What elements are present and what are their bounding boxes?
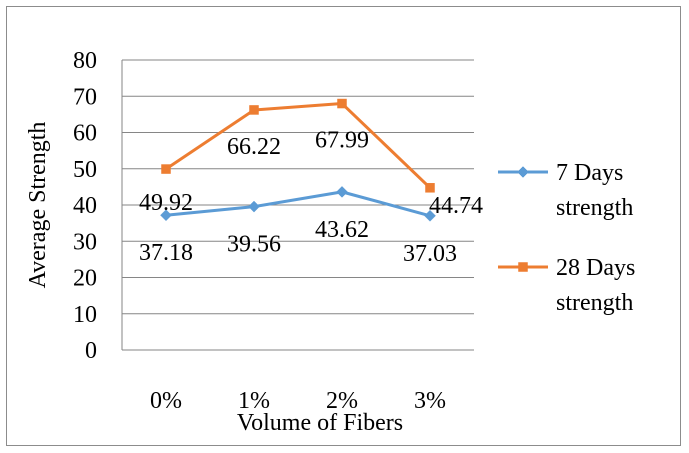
x-tick-label: 2% xyxy=(326,388,358,414)
y-tick-label: 40 xyxy=(73,193,97,219)
x-tick-labels: 0% 1% 2% 3% xyxy=(150,388,446,414)
data-point xyxy=(337,98,347,109)
data-label: 43.62 xyxy=(315,217,369,243)
x-tick-label: 0% xyxy=(150,388,182,414)
data-point xyxy=(249,105,259,115)
legend-label: 28 Days xyxy=(556,255,635,281)
series-line xyxy=(165,102,432,189)
data-label: 66.22 xyxy=(227,134,281,160)
legend: 7 Days strength 28 Days strength xyxy=(498,160,635,316)
data-label: 37.18 xyxy=(139,240,193,266)
data-label: 49.92 xyxy=(139,190,193,216)
gridlines xyxy=(122,59,474,315)
y-tick-label: 30 xyxy=(73,229,97,255)
chart-frame xyxy=(6,6,681,446)
legend-label: strength xyxy=(556,290,633,316)
y-tick-label: 0 xyxy=(85,338,97,364)
data-label: 39.56 xyxy=(227,232,281,258)
legend-marker xyxy=(518,262,528,272)
axes xyxy=(121,60,474,351)
y-tick-label: 10 xyxy=(73,302,97,328)
data-point xyxy=(161,164,171,174)
series-line xyxy=(165,190,431,218)
data-label: 44.74 xyxy=(429,193,483,219)
y-tick-label: 60 xyxy=(73,121,97,147)
series xyxy=(160,98,436,222)
legend-label: strength xyxy=(556,195,633,221)
y-tick-label: 20 xyxy=(73,266,97,292)
y-tick-label: 50 xyxy=(73,157,97,183)
data-point xyxy=(425,183,435,193)
x-axis-title: Volume of Fibers xyxy=(237,410,403,436)
data-point xyxy=(248,200,260,213)
data-labels: 37.18 39.56 43.62 37.03 49.92 66.22 67.99 44.74 xyxy=(139,128,483,267)
data-point xyxy=(160,209,172,222)
x-tick-label: 3% xyxy=(414,388,446,414)
x-tick-label: 1% xyxy=(238,388,270,414)
data-label: 67.99 xyxy=(315,128,369,154)
y-axis-title: Average Strength xyxy=(25,122,51,289)
y-tick-label: 80 xyxy=(73,48,97,74)
data-point xyxy=(424,209,436,222)
legend-label: 7 Days xyxy=(556,160,623,186)
y-tick-labels: 0 10 20 30 40 50 60 70 80 xyxy=(73,48,97,364)
data-label: 37.03 xyxy=(403,241,457,267)
legend-marker xyxy=(517,166,529,178)
data-point xyxy=(336,186,348,198)
y-tick-label: 70 xyxy=(73,84,97,110)
